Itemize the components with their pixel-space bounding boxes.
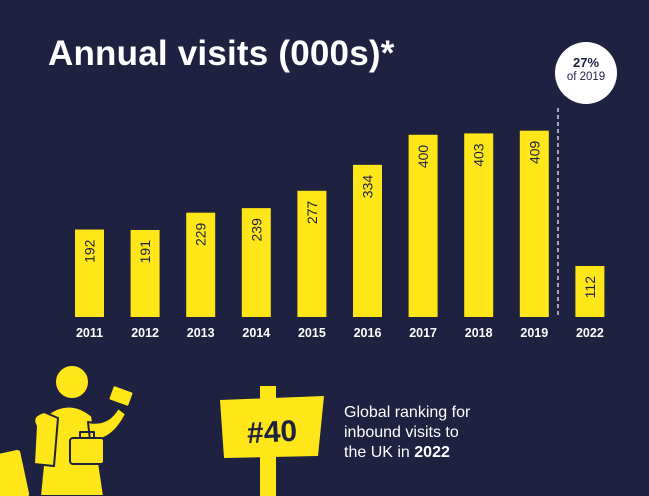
badge-label: of 2019	[566, 71, 606, 83]
year-label-2014: 2014	[242, 326, 270, 340]
signpost-top	[260, 386, 276, 400]
bar-2016	[353, 164, 382, 317]
traveler-illustration	[0, 364, 135, 496]
year-label-2011: 2011	[76, 326, 103, 340]
ranking-text-line1: Global ranking for	[344, 404, 471, 421]
ranking-text-line2: inbound visits to	[344, 424, 459, 441]
percent-of-2019-badge: 27% of 2019	[555, 42, 617, 104]
value-label-2018: 403	[471, 143, 487, 167]
briefcase-icon	[69, 437, 105, 465]
year-label-2013: 2013	[187, 326, 215, 340]
year-label-2015: 2015	[298, 326, 326, 340]
year-label-2018: 2018	[465, 326, 493, 340]
value-label-2016: 334	[360, 175, 376, 199]
chart-title: Annual visits (000s)*	[48, 34, 395, 73]
year-label-2012: 2012	[131, 326, 159, 340]
badge-percent: 27%	[572, 55, 600, 70]
bar-2014	[241, 208, 271, 317]
bar-2012	[130, 229, 160, 317]
signpost-pole	[260, 446, 276, 496]
bar-2018	[464, 133, 494, 317]
ranking-signpost: #40	[220, 386, 324, 496]
year-label-2017: 2017	[409, 326, 437, 340]
bar-2019	[519, 130, 549, 317]
value-label-2013: 229	[193, 222, 209, 246]
ranking-description: Global ranking for inbound visits to the…	[344, 403, 544, 463]
value-label-2011: 192	[82, 239, 98, 263]
ranking-text-line3: the UK in	[344, 444, 410, 461]
value-label-2014: 239	[248, 218, 264, 242]
bar-2013	[186, 212, 216, 317]
signpost-board	[220, 396, 324, 458]
year-label-2016: 2016	[354, 326, 382, 340]
suitcase-icon	[0, 447, 32, 496]
ticket-icon	[107, 384, 135, 408]
bar-2011	[75, 229, 104, 317]
year-label-2022: 2022	[576, 326, 604, 340]
backpack-icon	[33, 411, 59, 467]
ranking-year: 2022	[414, 444, 450, 461]
value-label-2017: 400	[415, 145, 431, 169]
bar-2017	[408, 134, 438, 317]
year-label-2019: 2019	[520, 326, 548, 340]
traveler-head-icon	[54, 364, 90, 400]
bar-2022	[575, 265, 605, 317]
value-label-2012: 191	[137, 240, 153, 264]
bar-2015	[297, 190, 327, 317]
value-label-2019: 409	[526, 140, 542, 164]
value-label-2015: 277	[304, 201, 320, 225]
ranking-value: #40	[246, 415, 298, 451]
value-label-2022: 112	[582, 276, 598, 299]
